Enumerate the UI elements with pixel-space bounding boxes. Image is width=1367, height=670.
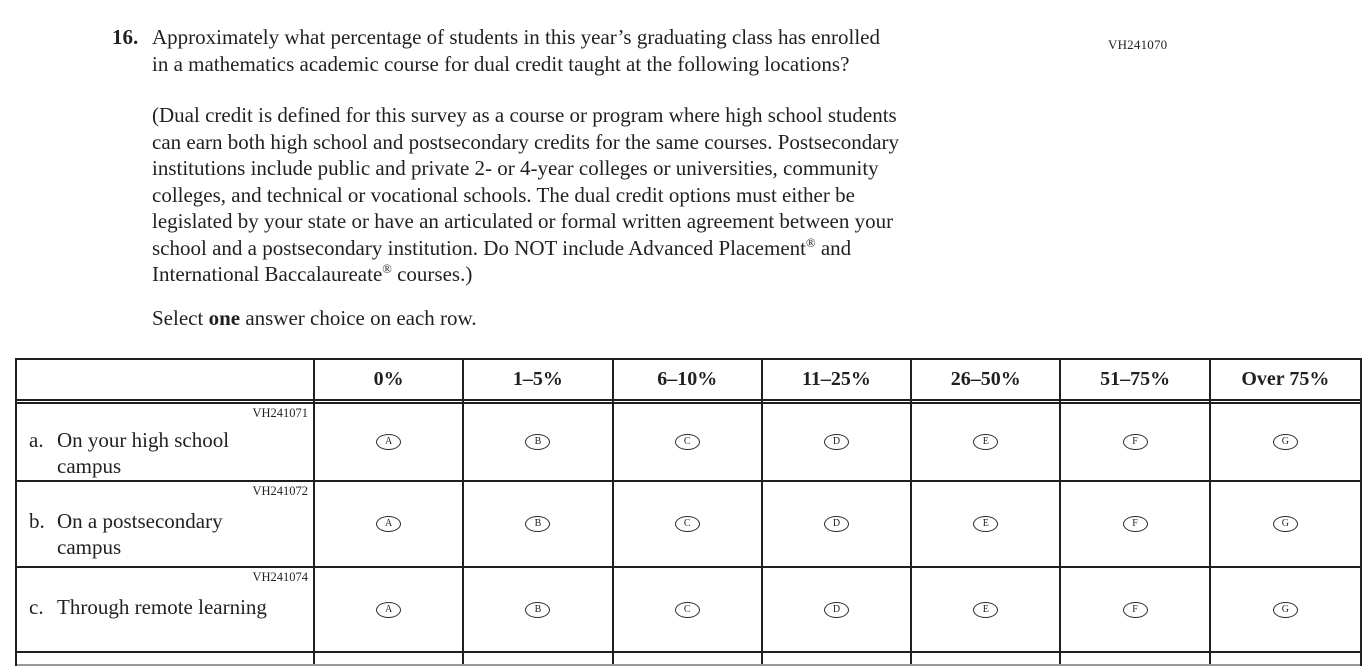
survey-page: VH241070 16. Approximately what percenta… — [0, 24, 1367, 670]
answer-cell: E — [912, 482, 1062, 566]
row-label: On your high school campus — [57, 428, 230, 478]
question-text-line: Approximately what percentage of student… — [152, 25, 880, 49]
answer-cell: B — [464, 568, 614, 651]
answer-bubble[interactable]: G — [1272, 434, 1298, 450]
paragraph-line: (Dual credit is defined for this survey … — [152, 103, 897, 127]
paragraph-line: International Baccalaureate® courses.) — [152, 262, 473, 286]
answer-cell: F — [1061, 568, 1211, 651]
row-letter: a. — [29, 428, 44, 452]
question-number: 16. — [112, 25, 139, 49]
answer-cell: B — [464, 404, 614, 480]
answer-bubble[interactable]: C — [674, 601, 700, 618]
answer-cell: F — [1061, 482, 1211, 566]
answer-bubble[interactable]: E — [973, 601, 999, 618]
answer-cell: D — [763, 568, 913, 651]
column-header: 6–10% — [614, 360, 763, 399]
question-text-line: in a mathematics academic course for dua… — [152, 52, 850, 76]
row-letter: b. — [29, 509, 45, 533]
answer-bubble[interactable]: G — [1272, 516, 1298, 532]
registered-trademark-symbol: ® — [805, 235, 816, 250]
answer-cell: G — [1211, 568, 1360, 651]
answer-bubble[interactable]: F — [1122, 601, 1148, 618]
row-label: Through remote learning — [57, 595, 267, 619]
answer-cell: D — [763, 404, 913, 480]
answer-bubble[interactable]: B — [525, 516, 551, 532]
answer-cell: D — [763, 482, 913, 566]
answer-cell: C — [614, 568, 763, 651]
answer-cell: A — [315, 404, 465, 480]
question-accession-code: VH241070 — [1108, 37, 1168, 52]
answer-bubble[interactable]: A — [376, 516, 402, 532]
answer-bubble[interactable]: C — [674, 516, 700, 532]
paragraph-line: can earn both high school and postsecond… — [152, 129, 900, 154]
column-header: Over 75% — [1241, 368, 1330, 390]
column-header: 51–75% — [1061, 360, 1211, 399]
table-header-row: 0% 1–5% 6–10% 11–25% 26–50% 51–75% Over … — [17, 360, 1360, 401]
table-row: VH241074 c. Through remote learning A B … — [17, 568, 1360, 653]
answer-cell: G — [1211, 482, 1360, 566]
answer-bubble[interactable]: E — [973, 516, 999, 532]
definition-paragraph: (Dual credit is defined for this survey … — [152, 102, 1367, 288]
answer-bubble[interactable]: A — [376, 434, 402, 450]
row-letter: c. — [29, 595, 44, 619]
answer-cell: A — [315, 482, 465, 566]
registered-trademark-symbol: ® — [382, 262, 392, 276]
table-row: VH241071 a. On your high school campus A… — [17, 404, 1360, 482]
paragraph-line: school and a postsecondary institution. … — [152, 235, 852, 260]
row-accession-code: VH241074 — [252, 570, 308, 584]
answer-bubble[interactable]: E — [973, 434, 999, 450]
answer-cell: C — [614, 404, 763, 480]
header-double-rule — [17, 401, 1360, 404]
answer-bubble[interactable]: B — [525, 434, 551, 450]
answer-bubble[interactable]: D — [823, 601, 849, 618]
column-header: 11–25% — [763, 360, 913, 399]
row-label-cell: VH241074 c. Through remote learning — [17, 568, 315, 651]
answer-cell: C — [614, 482, 763, 566]
instruction-text: Select one answer choice on each row. — [152, 305, 477, 330]
answer-cell: E — [912, 404, 1062, 480]
answer-cell: F — [1061, 404, 1211, 480]
answer-bubble[interactable]: B — [525, 601, 551, 618]
table-row: VH241072 b. On a postsecondary campus A … — [17, 482, 1360, 568]
answer-cell: B — [464, 482, 614, 566]
row-label: On a postsecondary campus — [57, 509, 223, 559]
answer-bubble[interactable]: C — [674, 434, 700, 450]
row-accession-code: VH241072 — [252, 484, 308, 498]
answer-bubble[interactable]: A — [376, 601, 402, 618]
row-label-header — [17, 360, 315, 399]
column-header: 0% — [315, 360, 465, 399]
answer-bubble[interactable]: D — [823, 434, 849, 450]
question-block: 16. Approximately what percentage of stu… — [112, 24, 1367, 78]
cropped-next-row — [17, 653, 1360, 666]
row-accession-code: VH241071 — [252, 406, 308, 420]
answer-cell: A — [315, 568, 465, 651]
paragraph-line: institutions include public and private … — [152, 156, 879, 180]
answer-bubble[interactable]: F — [1122, 516, 1148, 532]
answer-cell: G — [1211, 404, 1360, 480]
paragraph-line: colleges, and technical or vocational sc… — [152, 182, 855, 207]
row-label-cell: VH241071 a. On your high school campus — [17, 404, 315, 480]
column-header: 1–5% — [464, 360, 614, 399]
answer-bubble[interactable]: F — [1122, 434, 1148, 450]
row-label-cell: VH241072 b. On a postsecondary campus — [17, 482, 315, 566]
answer-cell: E — [912, 568, 1062, 651]
answer-bubble[interactable]: D — [823, 516, 849, 532]
paragraph-line: legislated by your state or have an arti… — [152, 209, 894, 233]
column-header: 26–50% — [912, 360, 1062, 399]
question-text: Approximately what percentage of student… — [152, 24, 880, 78]
answer-table: 0% 1–5% 6–10% 11–25% 26–50% 51–75% Over … — [15, 358, 1362, 666]
answer-bubble[interactable]: G — [1272, 601, 1298, 618]
